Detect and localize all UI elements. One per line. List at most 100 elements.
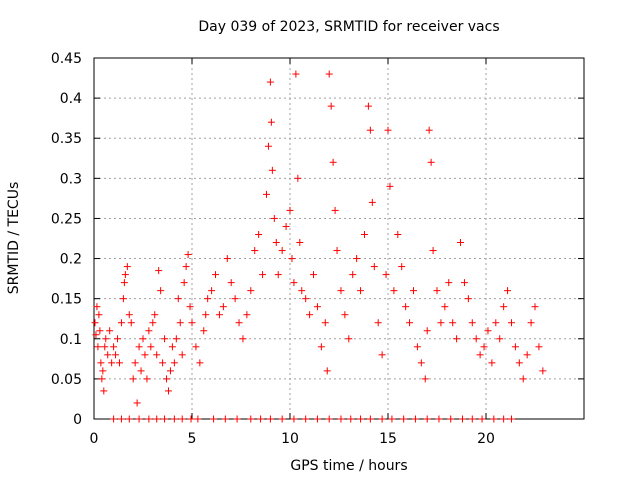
data-point — [174, 295, 182, 303]
data-point — [353, 255, 361, 263]
data-point — [323, 367, 331, 375]
x-tick-label: 5 — [188, 431, 197, 447]
data-point — [200, 327, 208, 335]
data-point — [347, 415, 355, 423]
data-point — [164, 387, 172, 395]
data-point — [357, 287, 365, 295]
data-point — [139, 335, 147, 343]
data-point — [182, 263, 190, 271]
x-tick-label: 20 — [477, 431, 495, 447]
data-point — [468, 319, 476, 327]
data-point — [519, 375, 527, 383]
data-point — [453, 335, 461, 343]
data-point — [208, 287, 216, 295]
data-point — [435, 415, 443, 423]
data-point — [170, 359, 178, 367]
data-point — [278, 247, 286, 255]
data-point — [458, 415, 466, 423]
data-point — [413, 343, 421, 351]
data-point — [178, 415, 186, 423]
data-point — [215, 311, 223, 319]
data-point — [476, 351, 484, 359]
data-point — [374, 319, 382, 327]
data-point — [492, 319, 500, 327]
data-point — [137, 367, 145, 375]
data-point — [112, 351, 120, 359]
chart-title: Day 039 of 2023, SRMTID for receiver vac… — [198, 19, 499, 35]
data-point — [325, 70, 333, 78]
data-point — [268, 166, 276, 174]
data-point — [204, 295, 212, 303]
data-point — [115, 359, 123, 367]
data-point — [145, 327, 153, 335]
data-point — [170, 415, 178, 423]
data-point — [327, 102, 335, 110]
data-point — [166, 367, 174, 375]
data-point — [259, 271, 267, 279]
data-point — [478, 415, 486, 423]
data-point — [282, 222, 290, 230]
data-point — [125, 311, 133, 319]
data-point — [149, 319, 157, 327]
data-point — [114, 335, 122, 343]
data-point — [511, 343, 519, 351]
data-point — [153, 351, 161, 359]
y-tick-label: 0.25 — [51, 211, 82, 227]
data-point — [221, 415, 229, 423]
data-point — [180, 279, 188, 287]
data-point — [147, 343, 155, 351]
data-point — [247, 287, 255, 295]
data-point — [168, 343, 176, 351]
data-point — [527, 319, 535, 327]
data-point — [313, 303, 321, 311]
data-point — [120, 279, 128, 287]
data-point — [357, 415, 365, 423]
data-point — [394, 230, 402, 238]
data-point — [433, 287, 441, 295]
data-point — [290, 415, 298, 423]
data-point — [523, 351, 531, 359]
data-point — [288, 255, 296, 263]
plot-frame — [93, 57, 585, 420]
data-point — [402, 303, 410, 311]
data-point — [188, 319, 196, 327]
y-tick-label: 0.05 — [51, 372, 82, 388]
data-point — [366, 415, 374, 423]
data-point — [488, 359, 496, 367]
data-point — [406, 319, 414, 327]
data-point — [119, 295, 127, 303]
data-point — [96, 327, 104, 335]
data-point — [400, 415, 408, 423]
data-point — [292, 70, 300, 78]
data-point — [378, 415, 386, 423]
data-point — [202, 311, 210, 319]
data-point — [421, 375, 429, 383]
x-tick-label: 10 — [281, 431, 299, 447]
data-point — [106, 327, 114, 335]
data-point — [496, 335, 504, 343]
data-point — [364, 102, 372, 110]
data-point — [172, 335, 180, 343]
data-point — [117, 415, 125, 423]
x-tick-label: 0 — [90, 431, 99, 447]
data-point — [157, 287, 165, 295]
data-point — [500, 303, 508, 311]
data-point — [159, 359, 167, 367]
data-point — [472, 335, 480, 343]
data-point — [409, 287, 417, 295]
data-point — [110, 343, 118, 351]
data-point — [186, 303, 194, 311]
data-point — [93, 303, 101, 311]
data-point — [91, 319, 99, 327]
data-point — [135, 415, 143, 423]
data-point — [531, 303, 539, 311]
data-point — [429, 247, 437, 255]
data-point — [210, 415, 218, 423]
data-point — [539, 367, 547, 375]
data-point — [464, 295, 472, 303]
data-point — [515, 359, 523, 367]
data-point — [233, 415, 241, 423]
data-point — [145, 415, 153, 423]
y-tick-label: 0.15 — [51, 292, 82, 308]
